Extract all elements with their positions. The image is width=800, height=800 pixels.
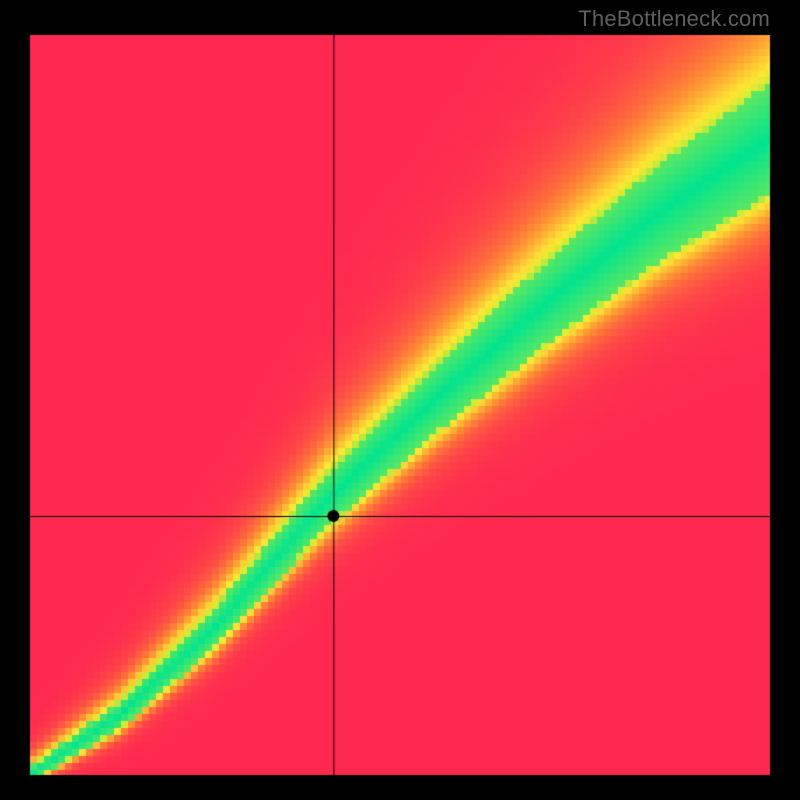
watermark-label: TheBottleneck.com: [578, 6, 770, 32]
heatmap-canvas: [0, 0, 800, 800]
chart-container: TheBottleneck.com: [0, 0, 800, 800]
